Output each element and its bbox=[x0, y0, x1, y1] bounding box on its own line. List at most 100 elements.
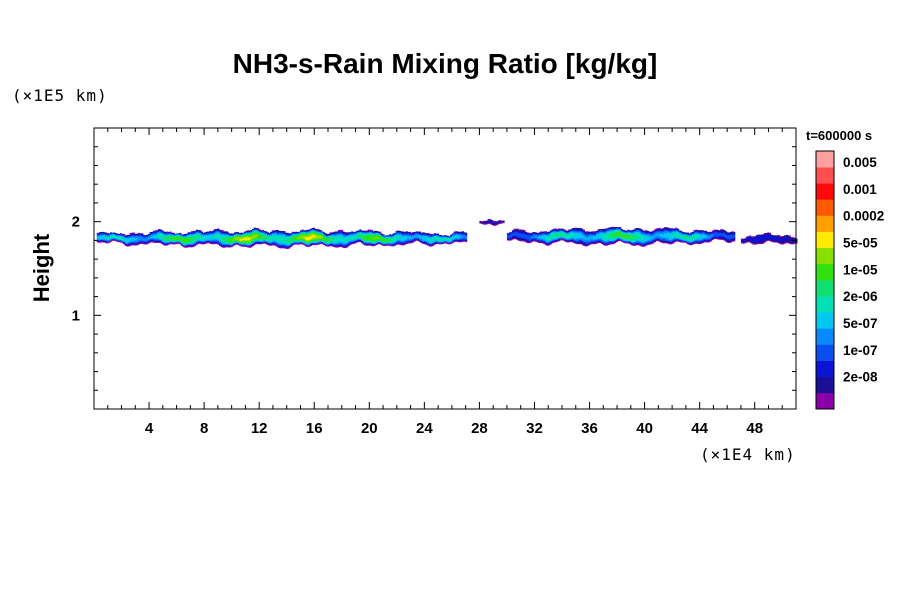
cloud-cell bbox=[412, 233, 415, 235]
cloud-cell bbox=[563, 239, 566, 241]
cloud-cell bbox=[255, 239, 258, 241]
cloud-cell bbox=[98, 240, 101, 242]
cloud-cell bbox=[663, 227, 666, 229]
cloud-cell bbox=[194, 244, 197, 246]
cloud-cell bbox=[202, 242, 205, 245]
cloud-cell bbox=[336, 243, 339, 246]
cloud-cell bbox=[417, 236, 420, 238]
cloud-cell bbox=[222, 243, 225, 246]
cloud-cell bbox=[455, 232, 458, 234]
cloud-cell bbox=[667, 237, 670, 240]
cloud-cell bbox=[385, 237, 388, 240]
cloud-cell bbox=[273, 232, 276, 235]
cloud-cell bbox=[242, 245, 245, 247]
cloud-cell bbox=[252, 234, 255, 237]
cloud-cell bbox=[592, 233, 595, 236]
cloud-cell bbox=[337, 236, 340, 239]
cloud-cell bbox=[665, 235, 668, 237]
cloud-cell bbox=[682, 238, 685, 241]
cloud-cell bbox=[240, 241, 243, 244]
cloud-cell bbox=[510, 236, 513, 239]
cloud-cell bbox=[179, 235, 182, 237]
cloud-cell bbox=[167, 233, 170, 235]
cloud-cell bbox=[291, 241, 294, 244]
cloud-cell bbox=[591, 238, 594, 240]
cloud-cell bbox=[576, 230, 579, 232]
cloud-cell bbox=[629, 230, 632, 232]
cloud-cell bbox=[311, 243, 314, 246]
cloud-cell bbox=[710, 238, 713, 241]
cloud-cell bbox=[584, 238, 587, 240]
cloud-cell bbox=[283, 233, 286, 235]
cloud-cell bbox=[169, 235, 172, 238]
cloud-cell bbox=[332, 233, 336, 235]
cloud-cell bbox=[742, 239, 745, 242]
cloud-cell bbox=[658, 229, 661, 231]
cloud-cell bbox=[356, 233, 359, 235]
cloud-cell bbox=[420, 234, 423, 237]
cloud-cell bbox=[587, 239, 590, 241]
cloud-cell bbox=[531, 232, 534, 234]
cloud-cell bbox=[642, 239, 645, 242]
cloud-cell bbox=[103, 235, 106, 238]
cloud-cell bbox=[686, 240, 690, 242]
cloud-cell bbox=[523, 229, 526, 232]
cloud-cell bbox=[525, 234, 528, 236]
cloud-cell bbox=[166, 238, 169, 240]
cloud-cell bbox=[553, 234, 556, 236]
cloud-cell bbox=[760, 238, 763, 240]
cloud-cell bbox=[336, 242, 339, 245]
cloud-cell bbox=[463, 234, 466, 237]
cloud-cell bbox=[369, 235, 372, 237]
cloud-cell bbox=[450, 239, 453, 241]
cloud-cell bbox=[723, 234, 726, 237]
cloud-cell bbox=[778, 240, 781, 242]
cloud-cell bbox=[760, 236, 763, 239]
cloud-cell bbox=[720, 234, 723, 237]
cloud-cell bbox=[255, 231, 258, 233]
cloud-cell bbox=[410, 236, 413, 238]
cloud-cell bbox=[223, 235, 226, 238]
cloud-cell bbox=[620, 235, 623, 238]
cloud-cell bbox=[131, 238, 134, 240]
cloud-cell bbox=[215, 232, 218, 234]
cloud-cell bbox=[161, 239, 164, 241]
cloud-cell bbox=[703, 235, 706, 237]
cloud-cell bbox=[341, 241, 344, 243]
cloud-cell bbox=[607, 236, 610, 239]
cloud-cell bbox=[432, 239, 435, 242]
cloud-cell bbox=[701, 231, 704, 233]
cloud-cell bbox=[733, 239, 736, 242]
cloud-cell bbox=[614, 232, 617, 235]
cloud-cell bbox=[179, 241, 182, 244]
cloud-cell bbox=[450, 240, 453, 242]
cloud-cell bbox=[275, 231, 278, 233]
cloud-cell bbox=[283, 246, 286, 249]
cloud-cell bbox=[629, 240, 632, 243]
cloud-cell bbox=[554, 232, 557, 235]
cloud-cell bbox=[606, 232, 609, 235]
cloud-cell bbox=[525, 240, 528, 243]
cloud-cell bbox=[235, 239, 238, 242]
cloud-cell bbox=[256, 237, 260, 239]
cloud-cell bbox=[375, 232, 378, 234]
cloud-cell bbox=[440, 239, 443, 241]
cloud-cell bbox=[260, 231, 263, 233]
cloud-cell bbox=[290, 238, 293, 241]
cloud-cell bbox=[214, 232, 217, 234]
cloud-cell bbox=[596, 240, 599, 243]
cloud-cell bbox=[162, 238, 165, 240]
cloud-cell bbox=[494, 223, 497, 225]
cloud-cell bbox=[197, 240, 200, 242]
cloud-cell bbox=[635, 234, 638, 237]
cloud-cell bbox=[408, 235, 411, 237]
cloud-cell bbox=[399, 230, 402, 233]
cloud-cell bbox=[740, 240, 743, 243]
cloud-cell bbox=[541, 233, 544, 236]
cloud-cell bbox=[695, 238, 698, 241]
cloud-cell bbox=[370, 237, 373, 240]
cloud-cell bbox=[667, 241, 670, 243]
cloud-cell bbox=[209, 230, 212, 233]
cloud-cell bbox=[723, 231, 726, 233]
cloud-cell bbox=[352, 238, 355, 241]
